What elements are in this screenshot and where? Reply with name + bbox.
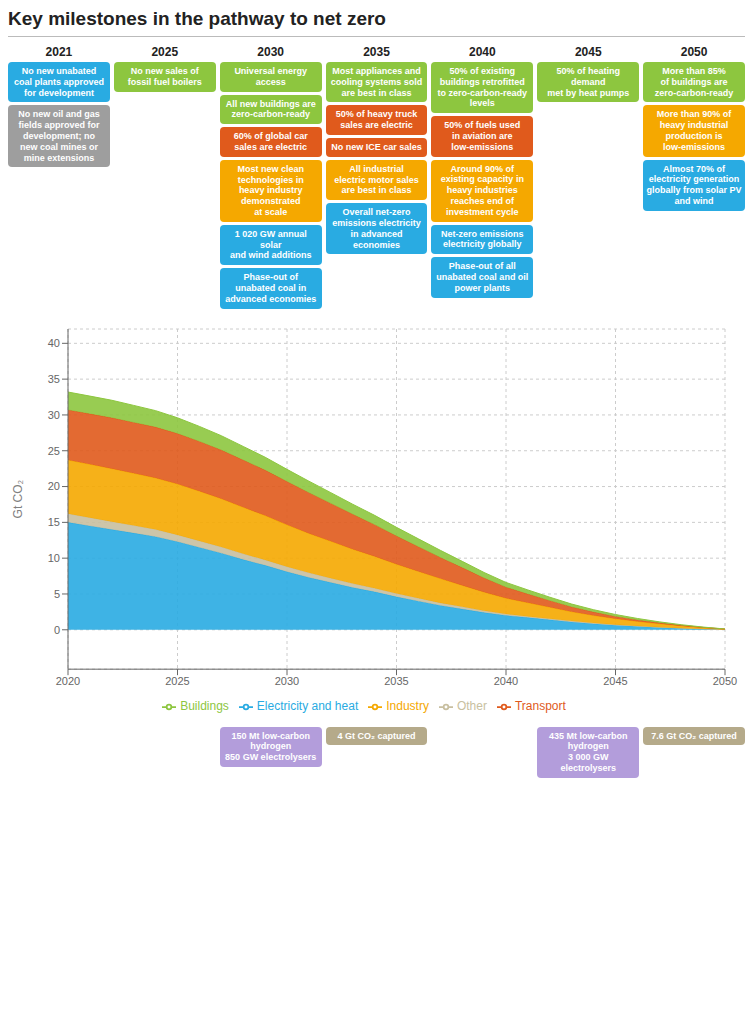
svg-text:2045: 2045 xyxy=(603,675,627,687)
html-text:2030: 2030 xyxy=(257,45,284,59)
svg-text:15: 15 xyxy=(48,516,60,528)
html-text:2025: 2025 xyxy=(151,45,179,59)
html-text:2050: 2050 xyxy=(680,45,708,59)
html-text:Net-zero emissions electricity: Net-zero emissions electricity globally xyxy=(441,228,524,250)
html-text:No new oil and gas fields appr: No new oil and gas fields approved for d… xyxy=(18,109,100,163)
svg-text:2025: 2025 xyxy=(165,675,189,687)
html-text:50% of heating demand met by h: 50% of heating demand met by heat pumps xyxy=(547,66,630,98)
html-text:No new sales of fossil fuel bo: No new sales of fossil fuel boilers xyxy=(127,66,202,87)
html-text:Overall net-zero emissions ele: Overall net-zero emissions electricity i… xyxy=(332,207,421,250)
html-text:2021: 2021 xyxy=(45,45,73,59)
svg-text:10: 10 xyxy=(48,552,60,564)
html-text:60% of global car sales are el: 60% of global car sales are electric xyxy=(233,131,308,152)
svg-text:25: 25 xyxy=(48,444,60,456)
html-text:2040: 2040 xyxy=(469,45,496,59)
html-text:Other: Other xyxy=(456,698,487,713)
html-text:1 020 GW annual solar and wind: 1 020 GW annual solar and wind additions xyxy=(229,228,312,261)
html-text:More than 85% of buildings are: More than 85% of buildings are zero-carb… xyxy=(654,66,734,98)
html-text:Phase-out of all unabated coal: Phase-out of all unabated coal and oil p… xyxy=(436,261,529,293)
html-text:4 Gt CO₂ captured: 4 Gt CO₂ captured xyxy=(337,730,416,741)
html-text:Industry: Industry xyxy=(386,698,429,713)
html-text:All industrial electric motor: All industrial electric motor sales are … xyxy=(334,163,419,196)
html-text:Universal energy access: Universal energy access xyxy=(234,66,307,87)
svg-text:20: 20 xyxy=(48,480,60,492)
html-text:No new ICE car sales: No new ICE car sales xyxy=(331,142,422,152)
svg-text:2040: 2040 xyxy=(494,675,518,687)
svg-text:30: 30 xyxy=(48,408,60,420)
html-text:No new unabated coal plants ap: No new unabated coal plants approved for… xyxy=(13,66,104,98)
svg-text:2020: 2020 xyxy=(56,675,80,687)
html-text:Most appliances and cooling sy: Most appliances and cooling systems sold… xyxy=(330,66,423,98)
svg-text:40: 40 xyxy=(48,337,60,349)
html-text:50% of heavy truck sales are e: 50% of heavy truck sales are electric xyxy=(335,109,418,131)
html-text:Transport: Transport xyxy=(514,698,566,713)
svg-text:2035: 2035 xyxy=(384,675,408,687)
html-text:Phase-out of unabated coal in: Phase-out of unabated coal in advanced e… xyxy=(225,272,317,304)
html-text:Electricity and heat: Electricity and heat xyxy=(256,698,359,713)
html-text:Key milestones in the pathway: Key milestones in the pathway to net zer… xyxy=(8,8,386,29)
html-text:50% of existing buildings retr: 50% of existing buildings retrofitted to… xyxy=(437,66,528,109)
svg-text:2050: 2050 xyxy=(713,675,737,687)
html-text:150 Mt low-carbon hydrogen 850: 150 Mt low-carbon hydrogen 850 GW electr… xyxy=(225,730,317,763)
svg-text:5: 5 xyxy=(54,587,60,599)
html-text:Most new clean technologies in: Most new clean technologies in heavy ind… xyxy=(237,163,304,217)
svg-text:2030: 2030 xyxy=(275,675,299,687)
html-text:2035: 2035 xyxy=(363,45,390,59)
html-text:435 Mt low-carbon hydrogen 3 0: 435 Mt low-carbon hydrogen 3 000 GW elec… xyxy=(549,730,628,773)
html-text:All new buildings are zero-car: All new buildings are zero-carbon-ready xyxy=(225,98,316,120)
svg-text:0: 0 xyxy=(54,623,60,635)
svg-text:Gt CO₂: Gt CO₂ xyxy=(11,479,25,518)
html-text:7.6 Gt CO₂ captured: 7.6 Gt CO₂ captured xyxy=(651,730,737,741)
html-text:Around 90% of existing capacit: Around 90% of existing capacity in heavy… xyxy=(440,163,524,217)
html-text:Buildings: Buildings xyxy=(180,698,229,713)
html-text:Almost 70% of electricity gene: Almost 70% of electricity generation glo… xyxy=(646,163,742,206)
svg-text:35: 35 xyxy=(48,373,60,385)
html-text:50% of fuels used in aviation: 50% of fuels used in aviation are low-em… xyxy=(444,120,521,152)
html-text:2045: 2045 xyxy=(574,45,602,59)
html-text:More than 90% of heavy industr: More than 90% of heavy industrial produc… xyxy=(656,109,732,152)
